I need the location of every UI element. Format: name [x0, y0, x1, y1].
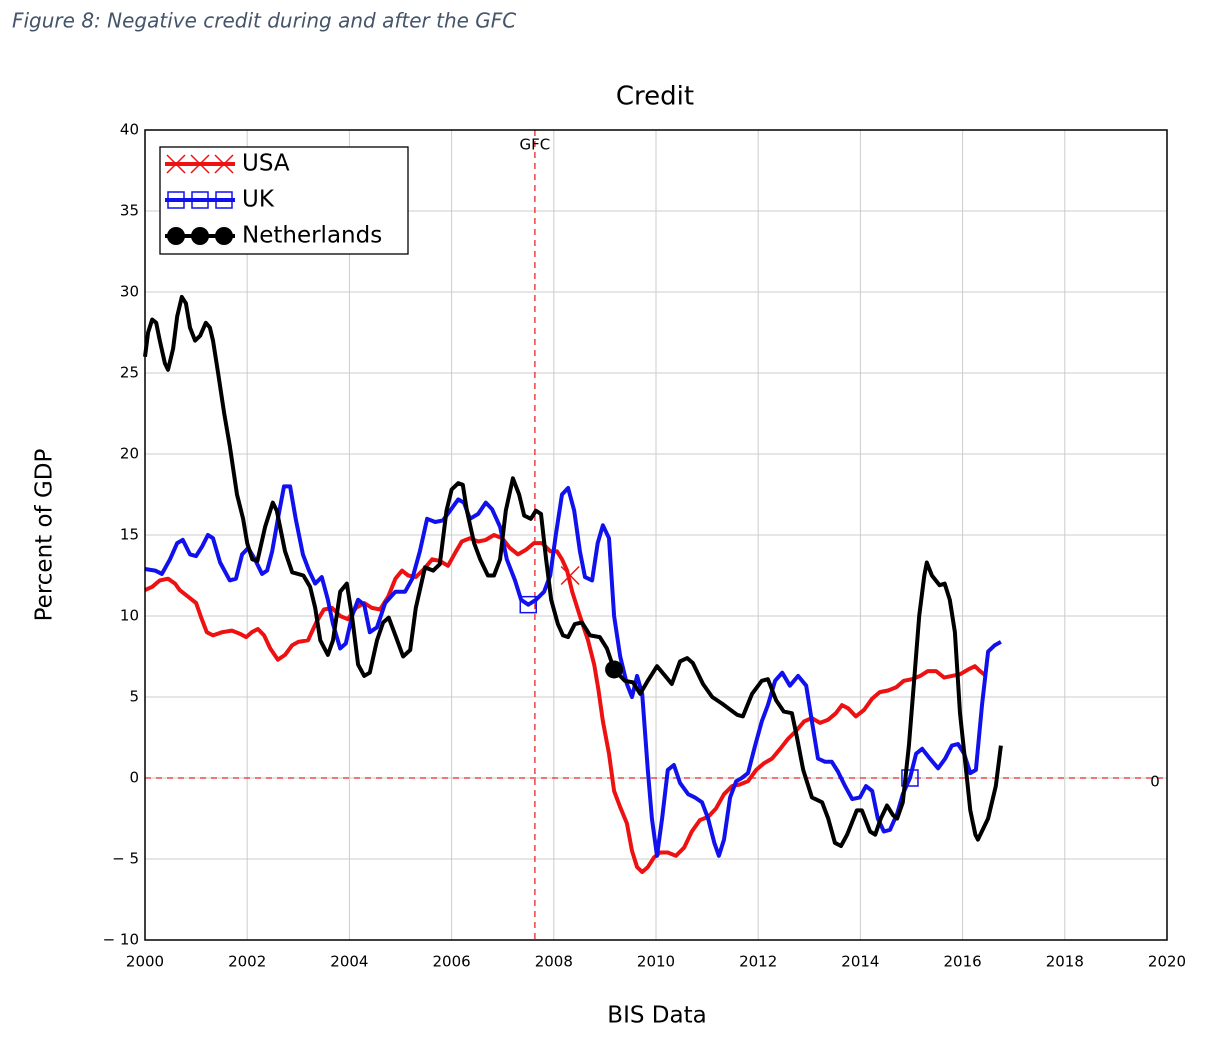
- x-tick-label: 2000: [126, 953, 164, 971]
- marker: [215, 191, 233, 209]
- legend-label: UK: [242, 187, 275, 213]
- annotation-label: 0: [1150, 773, 1160, 791]
- marker: [519, 595, 537, 614]
- marker: [167, 191, 185, 209]
- x-tick-label: 2016: [944, 953, 982, 971]
- y-tick-label: 25: [120, 364, 139, 382]
- marker: [191, 191, 209, 209]
- legend-label: Netherlands: [242, 223, 382, 249]
- x-tick-label: 2012: [739, 953, 777, 971]
- plot-frame: [144, 129, 1168, 941]
- x-tick-label: 2004: [330, 953, 368, 971]
- marker: [214, 154, 234, 174]
- y-tick-label: − 5: [112, 850, 139, 868]
- marker: [605, 660, 624, 679]
- x-axis-label: BIS Data: [607, 1003, 706, 1029]
- y-tick-label: 5: [129, 688, 139, 706]
- legend-label: USA: [242, 151, 290, 177]
- marker: [191, 227, 209, 245]
- chart-title: Credit: [616, 82, 694, 112]
- y-tick-label: 20: [120, 445, 139, 463]
- y-tick-label: − 10: [103, 931, 139, 949]
- marker: [560, 565, 580, 586]
- y-tick-label: 30: [120, 283, 139, 301]
- plot-area: [143, 130, 1167, 940]
- data-line: [144, 484, 1002, 858]
- y-tick-label: 35: [120, 202, 139, 220]
- y-tick-label: 40: [120, 121, 139, 139]
- x-tick-label: 2006: [433, 953, 471, 971]
- marker: [190, 154, 210, 174]
- marker: [166, 154, 186, 174]
- y-tick-label: 10: [120, 607, 139, 625]
- x-tick-label: 2010: [637, 953, 675, 971]
- y-tick-label: 15: [120, 526, 139, 544]
- marker: [215, 227, 233, 245]
- marker: [167, 227, 185, 245]
- figure-caption: Figure 8: Negative credit during and aft…: [12, 9, 516, 33]
- legend: USA UK Netherlands: [159, 146, 409, 255]
- x-tick-label: 2018: [1046, 953, 1084, 971]
- x-tick-label: 2020: [1148, 953, 1186, 971]
- x-tick-label: 2002: [228, 953, 266, 971]
- y-axis-label: Percent of GDP: [32, 449, 58, 622]
- x-tick-label: 2014: [841, 953, 879, 971]
- marker: [901, 769, 919, 787]
- y-tick-label: 0: [129, 769, 139, 787]
- data-line: [143, 294, 1003, 848]
- annotation-label: GFC: [520, 136, 551, 154]
- x-tick-label: 2008: [535, 953, 573, 971]
- data-line: [144, 533, 988, 874]
